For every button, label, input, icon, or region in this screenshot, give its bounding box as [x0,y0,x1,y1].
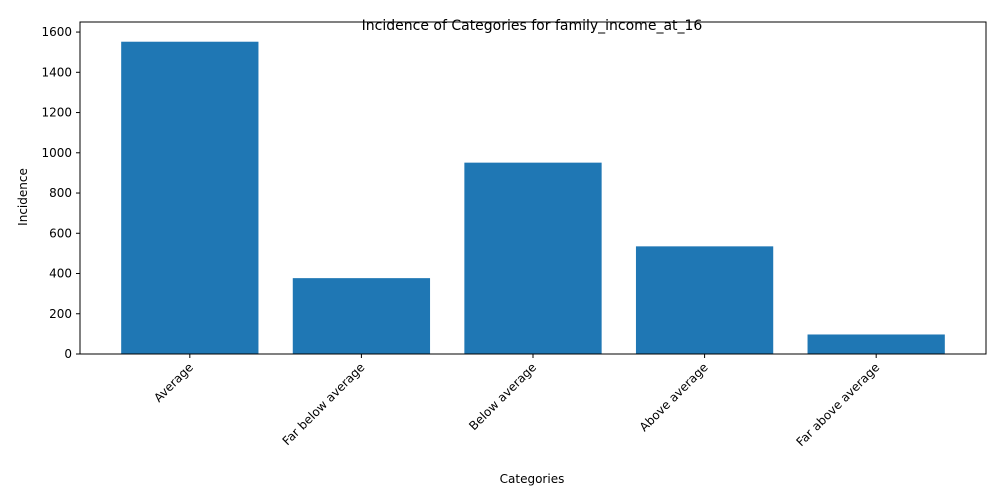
y-tick-label-2: 400 [49,267,72,281]
bar-4 [807,334,945,354]
y-tick-label-5: 1000 [41,146,72,160]
bar-0 [121,41,259,355]
y-tick-label-8: 1600 [41,25,72,39]
y-tick-label-0: 0 [64,347,72,361]
x-tick-label-3: Above average [637,360,711,434]
x-tick-label-4: Far above average [793,360,882,449]
x-tick-label-0: Average [151,360,196,405]
x-axis-label: Categories [500,472,565,486]
bar-2 [464,162,602,354]
plot-area: 0 200 400 600 800 1000 1200 1400 1600 Average Far … [41,21,987,449]
chart-title: Incidence of Categories for family_incom… [362,18,703,34]
y-tick-label-6: 1200 [41,106,72,120]
y-tick-label-3: 600 [49,226,72,240]
x-tick-label-1: Far below average [280,360,368,448]
x-tick-label-2: Below average [466,360,539,433]
y-tick-label-1: 200 [49,307,72,321]
bar-1 [292,278,431,354]
bar-3 [635,246,774,354]
y-tick-label-7: 1400 [41,65,72,79]
y-axis-label: Incidence [16,168,30,226]
y-tick-label-4: 800 [49,186,72,200]
